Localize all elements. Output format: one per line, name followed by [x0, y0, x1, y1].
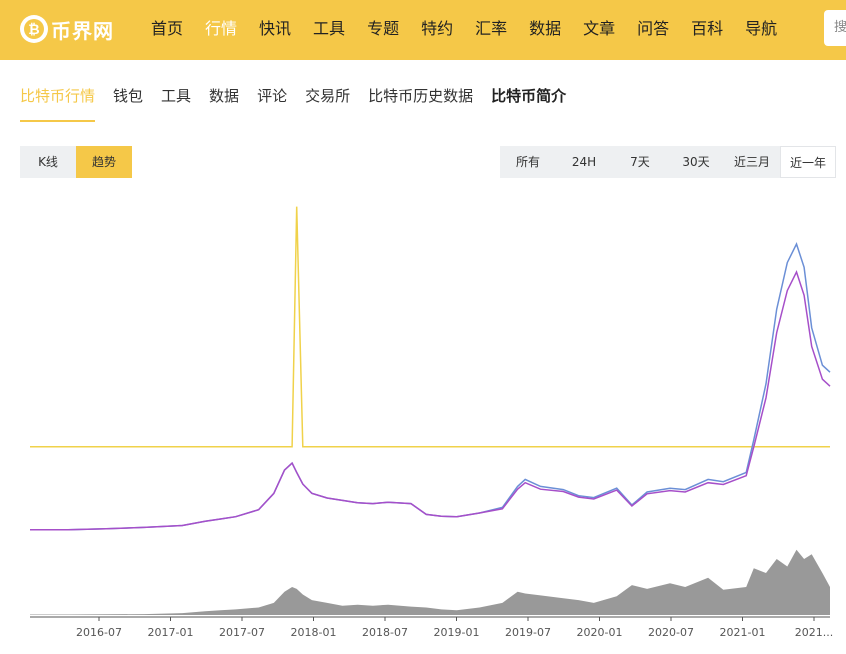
range-option[interactable]: 30天 [682, 155, 710, 169]
nav-item[interactable]: 问答 [637, 19, 670, 38]
subnav-item[interactable]: 评论 [257, 87, 288, 105]
nav-item[interactable]: 百科 [691, 19, 724, 38]
nav-item[interactable]: 专题 [367, 19, 400, 38]
volume-area [30, 549, 830, 615]
bitcoin-logo-icon: ₿ [20, 15, 48, 43]
subnav-item[interactable]: 数据 [209, 87, 240, 105]
search-label: 搜 [834, 20, 846, 35]
range-option[interactable]: 近三月 [733, 155, 770, 169]
yellow-series-line [30, 206, 830, 448]
subnav-item[interactable]: 交易所 [305, 87, 351, 105]
logo-text: 币界网 [51, 18, 114, 43]
range-option[interactable]: 7天 [630, 155, 650, 169]
nav-item[interactable]: 首页 [151, 19, 184, 38]
x-tick-label: 2021-01 [720, 626, 766, 639]
chart-type-toggle: K线 趋势 [20, 146, 132, 178]
site-logo[interactable]: ₿ 币界网 [20, 12, 114, 46]
range-option[interactable]: 所有 [515, 155, 540, 169]
subnav-item[interactable]: 比特币简介 [491, 87, 567, 105]
nav-item[interactable]: 汇率 [475, 19, 508, 38]
nav-item[interactable]: 数据 [529, 19, 562, 38]
main-nav: 首页 行情 快讯 工具 专题 特约 汇率 数据 文章 问答 百科 导航 [140, 0, 788, 60]
subnav-item[interactable]: 比特币行情 [20, 78, 96, 122]
x-tick-label: 2016-07 [76, 626, 122, 639]
nav-item[interactable]: 快讯 [259, 19, 292, 38]
x-tick-label: 2017-07 [219, 626, 265, 639]
nav-item[interactable]: 文章 [583, 19, 616, 38]
nav-item[interactable]: 行情 [205, 19, 238, 38]
search-box[interactable]: 搜 [824, 10, 846, 46]
x-tick-label: 2018-07 [362, 626, 408, 639]
range-option[interactable]: 24H [571, 155, 597, 169]
price-series-line [30, 242, 831, 531]
chart-type-option[interactable]: K线 [20, 146, 76, 178]
sub-nav: 比特币行情 钱包 工具 数据 评论 交易所 比特币历史数据 比特币简介 [20, 78, 584, 122]
x-tick-label: 2019-07 [505, 626, 551, 639]
x-tick-label: 2018-01 [291, 626, 337, 639]
time-range-selector: 所有 24H 7天 30天 近三月 近一年 [500, 146, 836, 178]
x-tick-label: 2020-07 [648, 626, 694, 639]
range-option[interactable]: 近一年 [780, 146, 836, 178]
subnav-item[interactable]: 钱包 [113, 87, 144, 105]
x-tick-label: 2020-01 [577, 626, 623, 639]
top-header: ₿ 币界网 首页 行情 快讯 工具 专题 特约 汇率 数据 文章 问答 百科 导航 搜 [0, 0, 846, 60]
nav-item[interactable]: 特约 [421, 19, 454, 38]
subnav-item[interactable]: 比特币历史数据 [368, 87, 474, 105]
x-tick-label: 2017-01 [148, 626, 194, 639]
nav-item[interactable]: 工具 [313, 19, 346, 38]
price2-series-line [30, 270, 831, 531]
chart-type-option[interactable]: 趋势 [76, 146, 132, 178]
x-tick-label: 2019-01 [434, 626, 480, 639]
nav-item[interactable]: 导航 [745, 19, 778, 38]
subnav-item[interactable]: 工具 [161, 87, 192, 105]
x-tick-label: 2021... [795, 626, 833, 639]
svg-text:₿: ₿ [28, 22, 39, 38]
